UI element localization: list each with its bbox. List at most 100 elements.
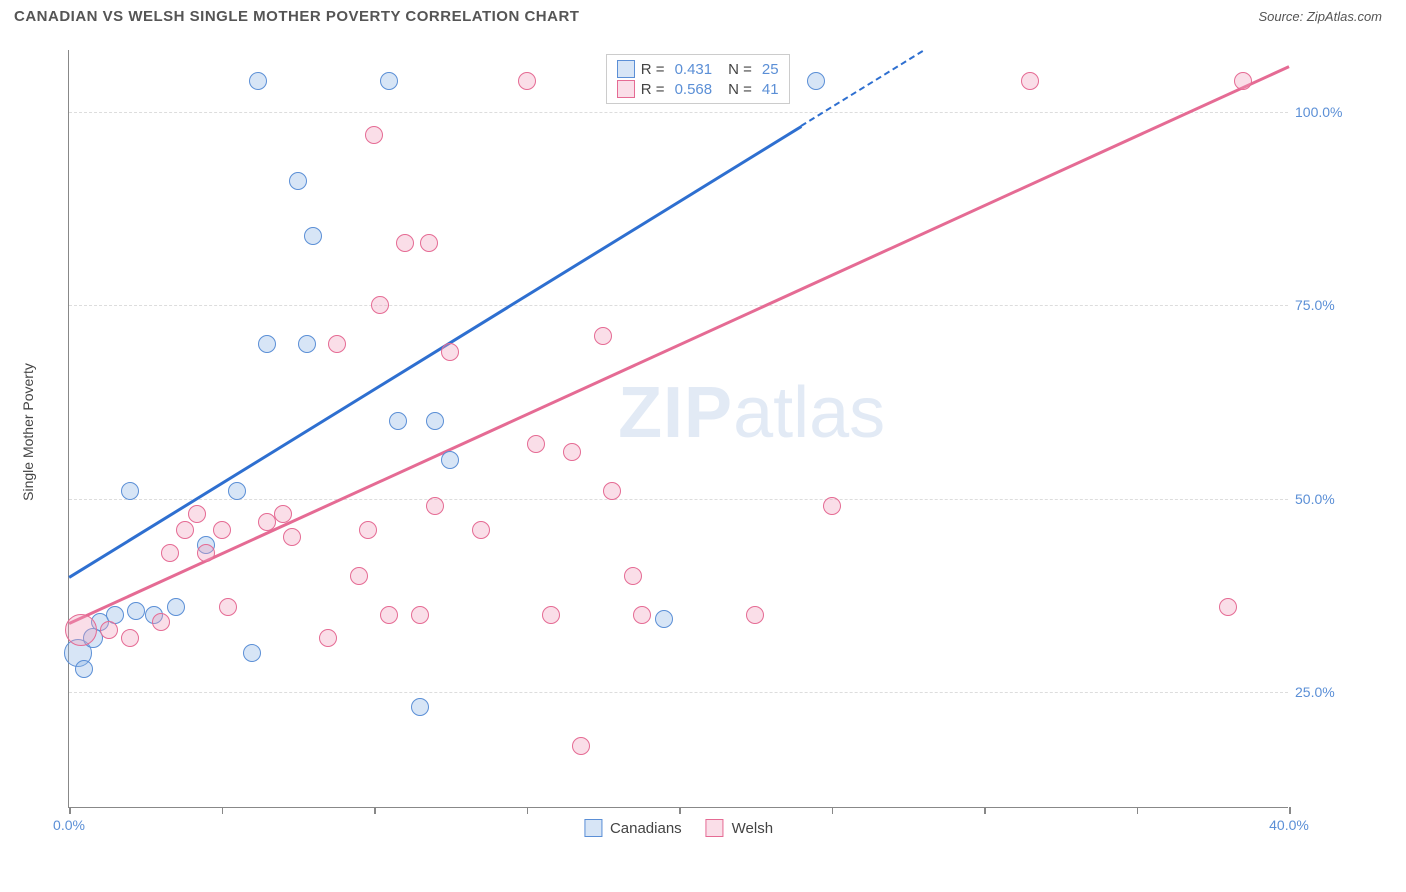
data-point-welsh [472,521,490,539]
data-point-canadians [380,72,398,90]
data-point-welsh [411,606,429,624]
data-point-welsh [219,598,237,616]
data-point-welsh [1234,72,1252,90]
data-point-canadians [426,412,444,430]
legend-r-value: 0.431 [675,61,713,78]
x-tick-mark [832,807,834,814]
data-point-canadians [304,227,322,245]
series-legend-label: Welsh [732,820,773,837]
data-point-canadians [807,72,825,90]
x-tick-mark [1289,807,1291,814]
y-tick-label: 25.0% [1295,684,1350,700]
x-tick-mark [222,807,224,814]
data-point-welsh [1021,72,1039,90]
x-tick-mark [69,807,71,814]
data-point-welsh [527,435,545,453]
x-tick-label: 0.0% [53,817,85,833]
gridline [69,692,1288,693]
data-point-welsh [426,497,444,515]
plot-area: ZIPatlas 25.0%50.0%75.0%100.0%0.0%40.0%R… [68,50,1288,808]
data-point-welsh [441,343,459,361]
data-point-canadians [75,660,93,678]
data-point-welsh [518,72,536,90]
data-point-canadians [228,482,246,500]
chart-header: CANADIAN VS WELSH SINGLE MOTHER POVERTY … [0,0,1406,29]
data-point-welsh [396,234,414,252]
x-tick-mark [527,807,529,814]
series-legend-item: Canadians [584,819,682,837]
data-point-welsh [328,335,346,353]
stats-legend-row: R = 0.431 N = 25 [617,59,779,79]
watermark: ZIPatlas [618,372,885,454]
gridline [69,499,1288,500]
chart-container: Single Mother Poverty ZIPatlas 25.0%50.0… [50,42,1350,822]
data-point-welsh [283,528,301,546]
data-point-welsh [746,606,764,624]
legend-r-label: R = [641,61,665,78]
legend-swatch [617,60,635,78]
trendline-welsh [68,66,1289,625]
data-point-canadians [127,602,145,620]
data-point-welsh [624,567,642,585]
legend-swatch [584,819,602,837]
legend-swatch [706,819,724,837]
x-tick-mark [679,807,681,814]
data-point-canadians [167,598,185,616]
x-tick-mark [1137,807,1139,814]
legend-n-label: N = [728,61,752,78]
data-point-welsh [176,521,194,539]
data-point-welsh [274,505,292,523]
x-tick-label: 40.0% [1269,817,1309,833]
data-point-welsh [350,567,368,585]
data-point-welsh [197,544,215,562]
data-point-welsh [603,482,621,500]
series-legend-label: Canadians [610,820,682,837]
data-point-welsh [420,234,438,252]
data-point-canadians [249,72,267,90]
data-point-welsh [319,629,337,647]
data-point-canadians [289,172,307,190]
data-point-welsh [633,606,651,624]
data-point-canadians [389,412,407,430]
data-point-welsh [542,606,560,624]
data-point-welsh [594,327,612,345]
data-point-welsh [188,505,206,523]
y-axis-label: Single Mother Poverty [20,363,36,501]
data-point-canadians [258,335,276,353]
data-point-canadians [411,698,429,716]
data-point-welsh [563,443,581,461]
data-point-welsh [213,521,231,539]
data-point-welsh [380,606,398,624]
gridline [69,305,1288,306]
legend-n-value: 25 [762,61,779,78]
data-point-canadians [298,335,316,353]
data-point-welsh [572,737,590,755]
gridline [69,112,1288,113]
y-tick-label: 75.0% [1295,297,1350,313]
data-point-welsh [365,126,383,144]
x-tick-mark [374,807,376,814]
stats-legend-row: R =0.568N =41 [617,79,779,99]
data-point-canadians [121,482,139,500]
series-legend-item: Welsh [706,819,773,837]
data-point-welsh [823,497,841,515]
legend-r-label: R = [641,81,665,98]
y-tick-label: 100.0% [1295,104,1350,120]
chart-source: Source: ZipAtlas.com [1258,9,1382,24]
chart-title: CANADIAN VS WELSH SINGLE MOTHER POVERTY … [14,8,579,25]
data-point-canadians [655,610,673,628]
data-point-canadians [441,451,459,469]
data-point-welsh [1219,598,1237,616]
x-tick-mark [984,807,986,814]
data-point-welsh [121,629,139,647]
legend-n-value: 41 [762,81,779,98]
data-point-welsh [65,614,97,646]
legend-r-value: 0.568 [675,81,713,98]
data-point-welsh [161,544,179,562]
data-point-canadians [243,644,261,662]
data-point-welsh [100,621,118,639]
data-point-welsh [371,296,389,314]
series-legend: Canadians Welsh [584,819,773,837]
y-tick-label: 50.0% [1295,491,1350,507]
legend-swatch [617,80,635,98]
